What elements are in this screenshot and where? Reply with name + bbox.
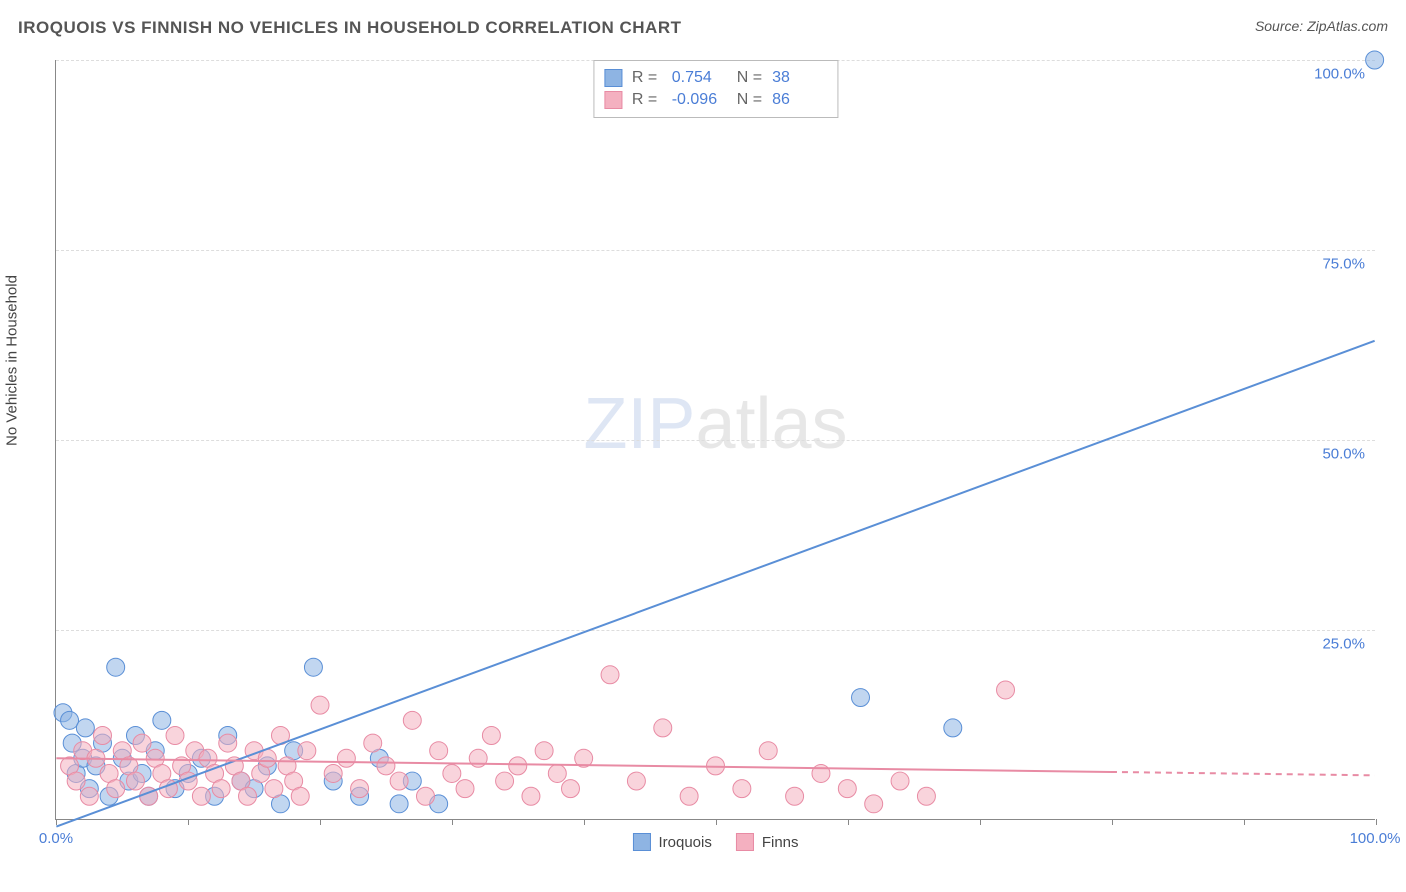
data-point [733,780,751,798]
data-point [403,711,421,729]
data-point [107,780,125,798]
data-point [509,757,527,775]
data-point [80,787,98,805]
data-point [107,658,125,676]
chart-title: IROQUOIS VS FINNISH NO VEHICLES IN HOUSE… [18,18,682,37]
data-point [601,666,619,684]
data-point [311,696,329,714]
data-point [76,719,94,737]
data-point [126,772,144,790]
data-point [838,780,856,798]
swatch-icon [736,833,754,851]
data-point [852,689,870,707]
data-point [430,742,448,760]
data-point [153,711,171,729]
x-tick [188,819,189,825]
data-point [443,764,461,782]
data-point [351,780,369,798]
data-point [786,787,804,805]
data-point [239,787,257,805]
data-point [562,780,580,798]
data-point [61,711,79,729]
data-point [298,742,316,760]
x-tick [452,819,453,825]
legend-label-iroquois: Iroquois [658,834,711,851]
data-point [759,742,777,760]
data-point [416,787,434,805]
data-point [192,787,210,805]
trend-line [56,341,1374,827]
data-point [265,780,283,798]
legend-label-finns: Finns [762,834,799,851]
x-tick-100: 100.0% [1350,830,1401,847]
data-point [364,734,382,752]
data-point [304,658,322,676]
data-point [94,727,112,745]
data-point [133,734,151,752]
data-point [219,734,237,752]
data-point [654,719,672,737]
data-point [456,780,474,798]
x-tick [980,819,981,825]
swatch-icon [632,833,650,851]
legend-item-finns: Finns [736,833,799,851]
data-point [291,787,309,805]
x-tick [584,819,585,825]
data-point [324,764,342,782]
data-point [377,757,395,775]
data-point [390,772,408,790]
x-tick [848,819,849,825]
y-axis-label: No Vehicles in Household [4,275,21,446]
data-point [548,764,566,782]
data-point [680,787,698,805]
legend-item-iroquois: Iroquois [632,833,711,851]
data-point [496,772,514,790]
data-point [891,772,909,790]
x-tick [1112,819,1113,825]
data-point [1366,51,1384,69]
data-point [166,727,184,745]
data-point [535,742,553,760]
trend-line-extrapolated [1111,772,1375,775]
x-axis-legend: Iroquois Finns [632,833,798,851]
data-point [865,795,883,813]
data-point [944,719,962,737]
x-tick [716,819,717,825]
data-point [212,780,230,798]
x-tick-0: 0.0% [39,830,73,847]
data-point [337,749,355,767]
data-point [67,772,85,790]
chart-area: ZIPatlas 25.0%50.0%75.0%100.0% R = 0.754… [55,60,1375,820]
x-tick [320,819,321,825]
data-point [627,772,645,790]
data-point [482,727,500,745]
scatter-plot [56,60,1375,819]
data-point [997,681,1015,699]
data-point [917,787,935,805]
x-tick [1244,819,1245,825]
data-point [390,795,408,813]
x-tick [56,819,57,825]
x-tick [1376,819,1377,825]
source-label: Source: ZipAtlas.com [1255,18,1388,34]
data-point [522,787,540,805]
